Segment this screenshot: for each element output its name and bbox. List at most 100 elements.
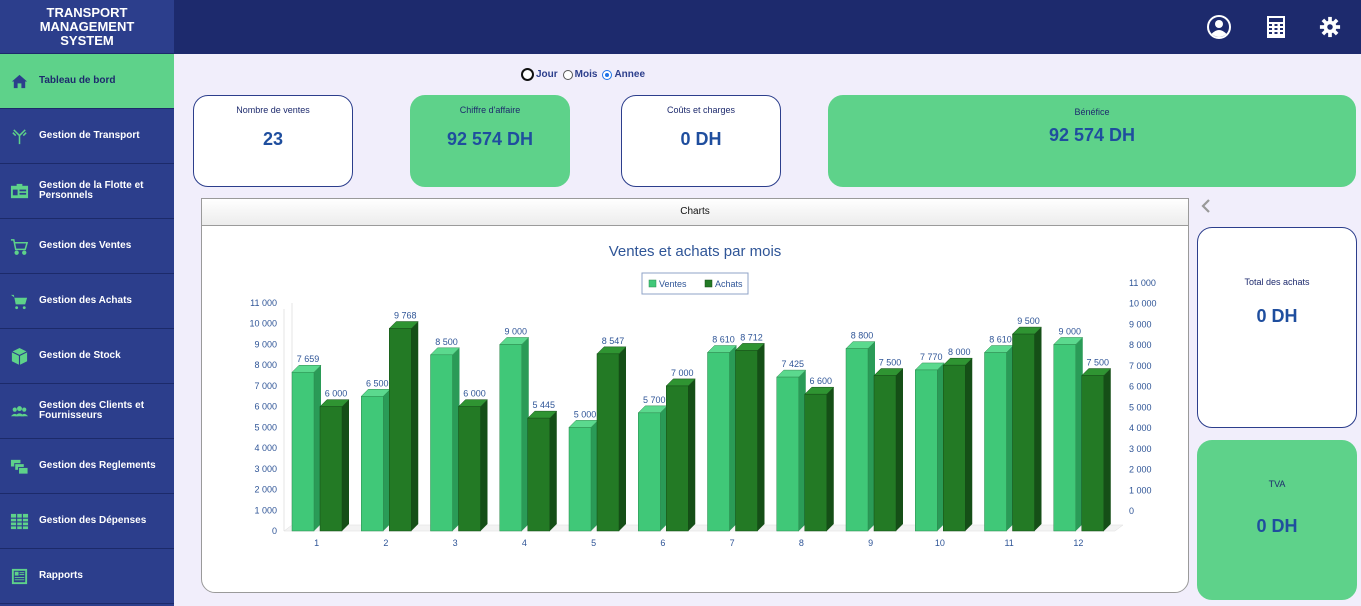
sidebar-item-transport[interactable]: Gestion de Transport — [0, 109, 174, 164]
sidebar-item-clients[interactable]: Gestion des Clients et Fournisseurs — [0, 384, 174, 439]
data-label-achats: 7 500 — [1086, 358, 1109, 368]
bar-achats — [666, 385, 689, 532]
radio-annee-label: Annee — [614, 69, 646, 80]
radio-mois[interactable]: Mois — [562, 69, 597, 80]
stat-card-couts-charges: Coûts et charges 0 DH — [621, 95, 781, 187]
bar-side-achats — [896, 368, 903, 531]
data-label-ventes: 5 000 — [574, 409, 597, 419]
sidebar-item-label: Gestion des Ventes — [39, 240, 132, 251]
bar-ventes — [568, 427, 592, 532]
data-label-achats: 6 000 — [463, 389, 486, 399]
sidebar: TRANSPORT MANAGEMENT SYSTEM Tableau de b… — [0, 0, 174, 606]
sidebar-item-label: Gestion des Dépenses — [39, 515, 147, 526]
chart-plot-area: 0 0 1 000 1 000 2 000 2 000 3 000 3 000 4 000 4 0… — [249, 278, 1156, 548]
bar-side-achats — [1103, 368, 1111, 531]
stat-card-chiffre-affaire: Chiffre d'affaire 92 574 DH — [410, 95, 570, 187]
chart-title: Ventes et achats par mois — [609, 243, 782, 260]
sidebar-item-flotte[interactable]: Gestion de la Flotte et Personnels — [0, 164, 174, 219]
stat-label: Chiffre d'affaire — [459, 105, 521, 115]
data-label-ventes: 7 659 — [297, 354, 320, 364]
legend-swatch-achats — [704, 279, 713, 288]
legend-label-ventes: Ventes — [659, 279, 687, 289]
sidebar-item-stock[interactable]: Gestion de Stock — [0, 329, 174, 384]
data-label-achats: 8 547 — [602, 336, 625, 346]
data-label-ventes: 9 000 — [1058, 326, 1081, 336]
data-label-achats: 7 500 — [879, 358, 902, 368]
bar-ventes — [915, 369, 938, 532]
bar-side-ventes — [798, 370, 806, 531]
data-label-ventes: 7 770 — [920, 352, 943, 362]
sidebar-item-tableau-de-bord[interactable]: Tableau de bord — [0, 54, 174, 109]
bar-side-achats — [342, 399, 349, 531]
bar-side-ventes — [937, 362, 945, 531]
chart-legend: Ventes Achats — [641, 272, 749, 295]
bar-side-ventes — [521, 337, 529, 531]
bar-ventes — [430, 354, 453, 532]
sidebar-item-reglements[interactable]: Gestion des Reglements — [0, 439, 174, 494]
bar-side-ventes — [1006, 345, 1014, 531]
brand-line-3: SYSTEM — [60, 33, 114, 48]
bar-ventes — [1053, 344, 1076, 532]
stat-value: 0 DH — [1256, 516, 1298, 536]
user-circle-icon[interactable] — [1207, 15, 1231, 39]
bar-ventes — [361, 396, 384, 532]
x-tick-label: 3 — [453, 538, 458, 548]
sidebar-item-ventes[interactable]: Gestion des Ventes — [0, 219, 174, 274]
y-tick-label-right: 5 000 — [1129, 402, 1152, 412]
bar-side-achats — [619, 346, 626, 531]
x-tick-label: 10 — [935, 538, 945, 548]
legend-swatch-ventes — [648, 279, 657, 288]
gear-icon[interactable] — [1318, 15, 1342, 39]
calculator-icon[interactable] — [1264, 15, 1288, 39]
sidebar-item-achats[interactable]: Gestion des Achats — [0, 274, 174, 329]
sidebar-item-rapports[interactable]: Rapports — [0, 549, 174, 604]
x-tick-label: 11 — [1004, 538, 1013, 548]
sidebar-item-depenses[interactable]: Gestion des Dépenses — [0, 494, 174, 549]
y-tick-label-right: 6 000 — [1129, 382, 1152, 392]
stat-card-tva: TVA 0 DH — [1197, 440, 1357, 600]
data-label-ventes: 6 500 — [366, 378, 389, 388]
bar-achats — [458, 406, 481, 532]
radio-annee-circle[interactable] — [602, 69, 613, 80]
chevron-left-icon[interactable] — [1199, 198, 1213, 214]
bar-side-achats — [549, 411, 557, 531]
data-label-achats: 5 445 — [532, 400, 555, 410]
bar-side-achats — [688, 378, 696, 531]
radio-mois-circle[interactable] — [562, 69, 573, 80]
bar-achats — [943, 364, 966, 532]
radio-annee[interactable]: Annee — [602, 69, 645, 80]
data-label-achats: 6 000 — [325, 389, 348, 399]
sidebar-item-label: Rapports — [39, 570, 83, 581]
y-tick-label-left: 11 000 — [250, 298, 277, 308]
bar-ventes — [638, 412, 661, 532]
bar-side-achats — [480, 399, 488, 531]
id-card-icon — [9, 181, 29, 201]
sidebar-item-label: Gestion de Transport — [39, 130, 140, 141]
y-tick-label-right: 7 000 — [1129, 361, 1152, 371]
data-label-achats: 6 600 — [809, 376, 832, 386]
charts-panel: Charts Ventes et achats par mois Ventes … — [201, 198, 1189, 593]
y-tick-label-right: 2 000 — [1129, 465, 1152, 475]
bar-achats — [1012, 333, 1035, 532]
stat-value: 0 DH — [1256, 306, 1298, 326]
charts-panel-header[interactable]: Charts — [202, 199, 1188, 226]
radio-jour-circle[interactable] — [521, 68, 534, 81]
legend-box — [641, 272, 749, 295]
period-selector: Jour Mois Annee — [521, 68, 650, 81]
y-tick-label-left: 10 000 — [249, 319, 277, 329]
stat-label: Bénéfice — [1074, 107, 1110, 117]
sidebar-item-label: Tableau de bord — [39, 75, 116, 86]
data-label-ventes: 5 700 — [643, 395, 666, 405]
radio-jour[interactable]: Jour — [521, 68, 558, 81]
ventes-achats-chart: Ventes et achats par mois Ventes Achats … — [249, 243, 1156, 548]
stat-value: 92 574 DH — [1048, 125, 1136, 145]
bar-side-achats — [965, 358, 973, 531]
y-tick-label-right: 0 — [1129, 506, 1134, 516]
bar-side-ventes — [868, 341, 875, 531]
sidebar-item-label: Gestion de la Flotte et Personnels — [39, 180, 144, 201]
data-label-ventes: 7 425 — [781, 359, 804, 369]
bar-achats — [389, 328, 412, 532]
data-label-ventes: 8 500 — [435, 337, 458, 347]
top-bar — [174, 0, 1361, 54]
stat-card-benefice: Bénéfice 92 574 DH — [828, 95, 1356, 187]
